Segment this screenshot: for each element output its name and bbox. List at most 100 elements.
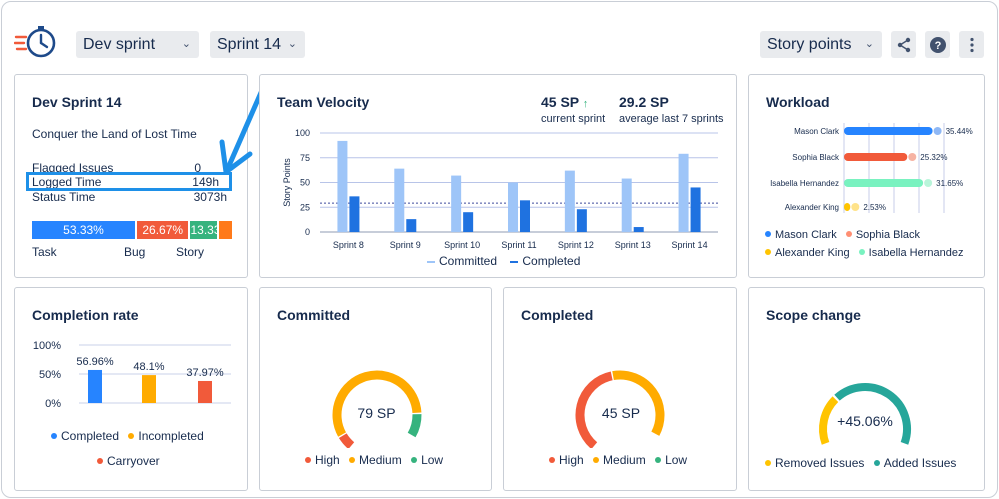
logged-time-label: Logged Time — [32, 175, 102, 189]
scope-title: Scope change — [766, 307, 861, 323]
y-tick-label: 50% — [39, 369, 61, 381]
issue-type-bar: 53.33% 26.67% 13.33% — [32, 221, 232, 239]
completion-chart: 0% 50% 100% 56.96% 48.1% 37.97% — [33, 340, 231, 410]
gauge-segment-high — [338, 433, 355, 448]
sprint-title: Dev Sprint 14 — [32, 94, 122, 110]
velocity-bar-completed — [463, 212, 474, 232]
workload-chart: Mason Clark 35.44% Sophia Black 25.32% Isabe… — [770, 123, 973, 213]
workload-bar — [844, 179, 924, 187]
completed-center-label: 45 SP — [601, 405, 641, 421]
legend-high: High — [559, 453, 584, 467]
legend-committed: Committed — [439, 254, 498, 268]
velocity-bar-committed — [621, 178, 632, 232]
velocity-bar-completed — [406, 219, 417, 232]
x-tick-label: Sprint 12 — [558, 240, 594, 250]
chevron-down-icon: ⌄ — [181, 38, 191, 50]
svg-text:?: ? — [934, 40, 941, 52]
workload-bar-cap — [851, 203, 860, 211]
legend-removed: Removed Issues — [775, 456, 865, 470]
velocity-bar-committed — [564, 170, 575, 232]
sprint-goal: Conquer the Land of Lost Time — [32, 127, 197, 141]
type-label-story: Story — [176, 245, 205, 259]
legend-dot — [349, 456, 356, 463]
completed-card: Completed 45 SP High Medium Low — [503, 287, 737, 491]
help-button[interactable]: ? — [925, 31, 950, 58]
workload-bar-cap — [933, 127, 942, 135]
legend-dot — [97, 457, 103, 464]
completion-value-label: 56.96% — [76, 356, 114, 368]
legend-dot — [858, 249, 865, 256]
legend-completed-swatch — [510, 260, 519, 263]
workload-bar — [844, 203, 851, 211]
logged-time-highlight — [26, 172, 232, 191]
completion-title: Completion rate — [32, 307, 139, 323]
completion-legend-row-1: Completed Incompleted — [51, 429, 204, 443]
board-select[interactable]: Dev sprint ⌄ — [76, 31, 199, 58]
legend-low: Low — [421, 453, 444, 467]
velocity-bar-completed — [520, 200, 530, 232]
chevron-down-icon: ⌄ — [864, 38, 874, 50]
legend-incompleted: Incompleted — [138, 429, 204, 443]
velocity-bar-committed — [678, 153, 689, 232]
completion-bar — [142, 375, 156, 403]
chevron-down-icon: ⌄ — [287, 38, 297, 50]
workload-person-label: Alexander King — [785, 203, 839, 212]
team-velocity-card: Team Velocity 45 SP ↑ current sprint 29.… — [259, 74, 737, 278]
workload-bar-cap — [908, 153, 917, 161]
sprint-summary-card: Dev Sprint 14 Conquer the Land of Lost T… — [14, 74, 248, 278]
legend-dot — [51, 432, 57, 439]
workload-value-label: 31.65% — [936, 179, 963, 188]
metric-select-value: Story points — [767, 36, 852, 53]
legend-dot — [765, 249, 771, 256]
gauge-segment-added-issues — [834, 383, 911, 445]
gauge-segment-medium — [332, 370, 422, 437]
share-icon — [897, 37, 910, 52]
legend-completed: Completed — [522, 254, 581, 268]
workload-bar — [844, 127, 933, 135]
velocity-bar-completed — [690, 187, 701, 232]
legend-alexander: Alexander King — [775, 247, 850, 259]
issue-type-segment: 13.33% — [190, 221, 232, 239]
sprint-select-value: Sprint 14 — [217, 36, 282, 53]
completion-value-label: 48.1% — [133, 361, 164, 373]
committed-legend: High Medium Low — [305, 453, 443, 467]
velocity-bar-committed — [394, 168, 405, 232]
legend-high: High — [315, 453, 340, 467]
legend-dot — [765, 459, 771, 466]
help-icon: ? — [929, 36, 946, 53]
legend-dot — [845, 231, 852, 238]
gauge-segment-low — [407, 414, 422, 438]
velocity-bar-completed — [576, 209, 587, 232]
velocity-bar-completed — [349, 196, 360, 232]
velocity-bar-committed — [337, 140, 348, 232]
completion-legend-row-2: Carryover — [97, 454, 160, 468]
x-tick-label: Sprint 11 — [501, 240, 536, 250]
more-button[interactable] — [959, 31, 984, 58]
sprint-select[interactable]: Sprint 14 ⌄ — [210, 31, 305, 58]
issue-type-segment: 26.67% — [136, 221, 189, 239]
average-velocity-value: 29.2 SP — [619, 94, 669, 110]
legend-mason: Mason Clark — [775, 229, 837, 241]
velocity-bar-committed — [451, 175, 462, 232]
metric-select[interactable]: Story points ⌄ — [760, 31, 882, 58]
legend-sophia: Sophia Black — [855, 229, 921, 241]
x-tick-label: Sprint 14 — [672, 240, 708, 250]
workload-title: Workload — [766, 94, 830, 110]
more-vertical-icon — [969, 37, 974, 52]
scope-gauge — [819, 383, 911, 445]
average-velocity-caption: average last 7 sprints — [619, 113, 724, 125]
legend-dot — [128, 432, 135, 439]
trend-up-icon: ↑ — [582, 98, 589, 110]
legend-low: Low — [665, 453, 688, 467]
y-tick-label: 100% — [33, 340, 61, 352]
workload-value-label: 25.32% — [920, 153, 947, 162]
current-velocity-value: 45 SP ↑ — [541, 94, 588, 110]
completion-value-label: 37.97% — [186, 367, 224, 379]
flagged-issues-label: Flagged Issues — [32, 161, 114, 175]
logged-time-value: 149h — [192, 175, 219, 189]
x-tick-label: Sprint 10 — [444, 240, 480, 250]
type-label-task: Task — [32, 245, 57, 259]
workload-person-label: Mason Clark — [794, 127, 840, 136]
legend-medium: Medium — [359, 453, 402, 467]
share-button[interactable] — [891, 31, 916, 58]
